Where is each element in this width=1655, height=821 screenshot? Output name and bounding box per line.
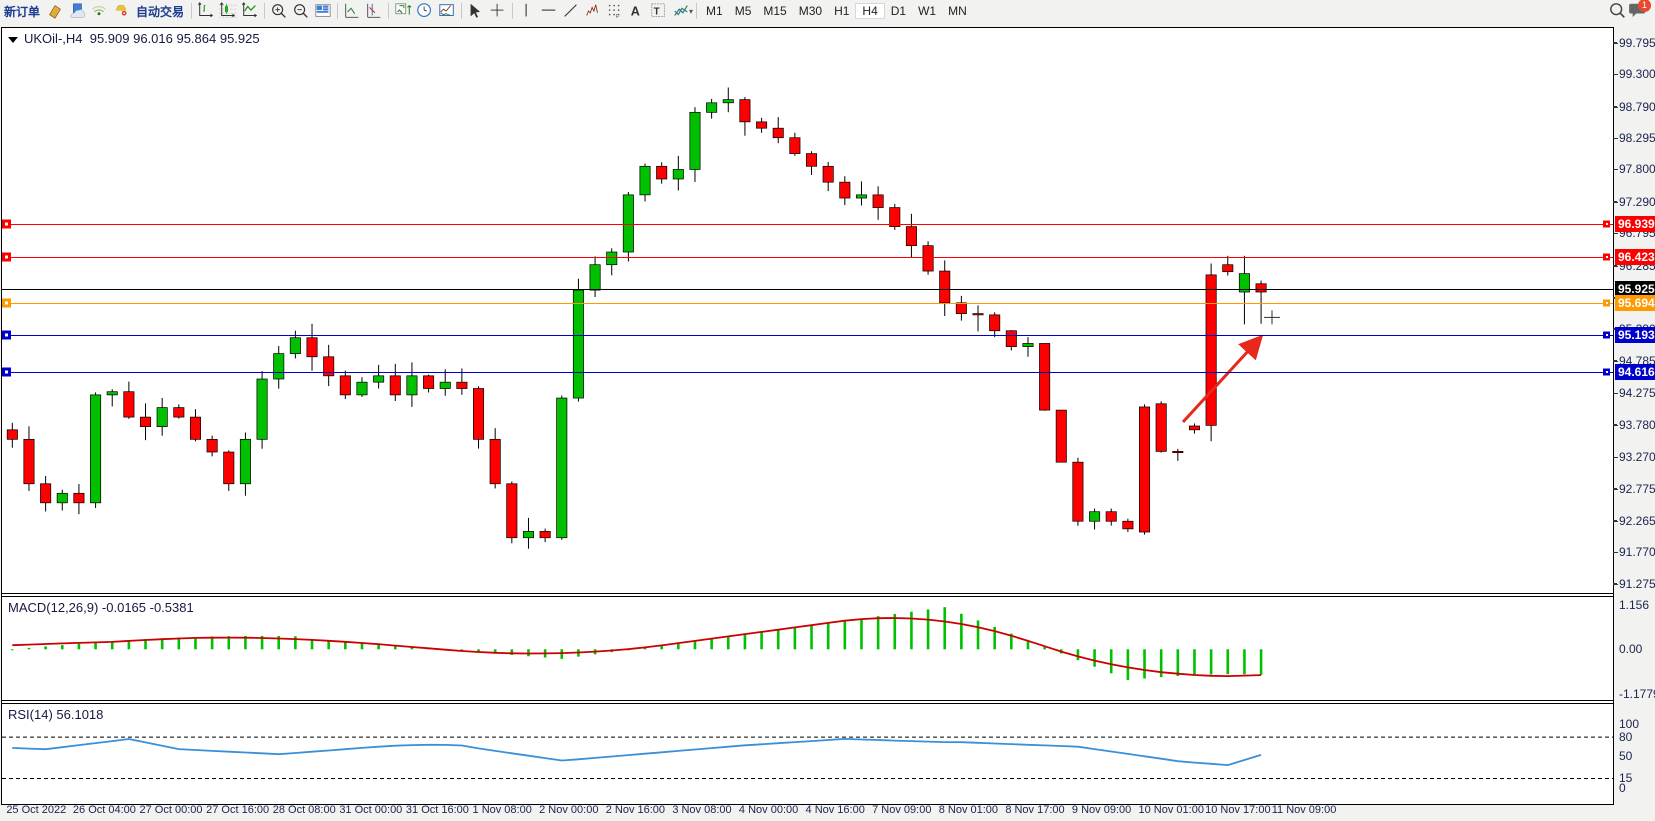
- svg-text:T: T: [654, 7, 660, 18]
- svg-text:F: F: [616, 14, 620, 20]
- svg-text:A: A: [631, 5, 640, 19]
